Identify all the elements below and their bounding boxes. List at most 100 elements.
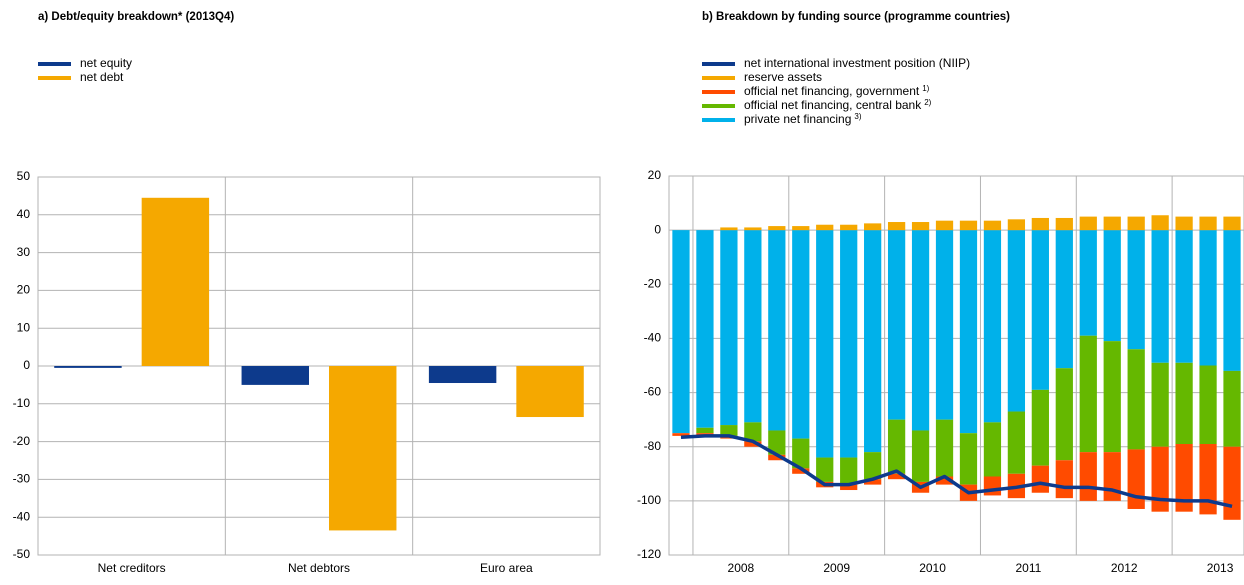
y-tick-label: -20 bbox=[13, 434, 31, 448]
y-tick-label: 50 bbox=[17, 169, 31, 183]
bar-segment bbox=[935, 220, 954, 231]
x-tick-label: 2013 bbox=[1207, 561, 1234, 575]
bar-segment bbox=[1079, 335, 1097, 453]
bar-segment bbox=[768, 230, 786, 431]
bar-segment bbox=[864, 479, 882, 485]
x-tick-label: Net creditors bbox=[98, 561, 166, 575]
bar-segment bbox=[1151, 215, 1169, 231]
bar-segment bbox=[1127, 449, 1145, 509]
bar-segment bbox=[816, 457, 834, 482]
legend-label: net debt bbox=[80, 70, 124, 84]
bar-segment bbox=[672, 433, 690, 436]
bar-segment bbox=[1223, 230, 1241, 371]
bar-segment bbox=[887, 230, 906, 420]
chart-title: a) Debt/equity breakdown* (2013Q4) bbox=[38, 11, 234, 23]
x-tick-label: 2012 bbox=[1111, 561, 1138, 575]
bar-segment bbox=[1031, 465, 1049, 493]
y-tick-label: 30 bbox=[17, 245, 31, 259]
bar-segment bbox=[672, 230, 690, 434]
bar-segment bbox=[720, 425, 738, 436]
legend-label: private net financing 3) bbox=[744, 112, 862, 126]
bar bbox=[141, 197, 210, 366]
bar-segment bbox=[1175, 362, 1193, 445]
bar-segment bbox=[1007, 411, 1026, 474]
bar-segment bbox=[816, 224, 834, 231]
y-tick-label: 0 bbox=[654, 222, 661, 236]
bar-segment bbox=[1199, 230, 1217, 366]
legend-label: net equity bbox=[80, 56, 132, 70]
bar-segment bbox=[1055, 460, 1073, 499]
bar-segment bbox=[959, 230, 978, 434]
bar-segment bbox=[768, 454, 786, 461]
y-tick-label: 20 bbox=[17, 283, 31, 297]
bar-segment bbox=[1175, 216, 1193, 231]
bar-segment bbox=[911, 222, 930, 231]
bar-segment bbox=[935, 230, 954, 420]
bar-segment bbox=[935, 419, 954, 477]
x-tick-label: 2009 bbox=[823, 561, 850, 575]
x-tick-label: 2008 bbox=[728, 561, 755, 575]
bar-segment bbox=[1031, 217, 1049, 231]
bar-segment bbox=[1151, 362, 1169, 447]
bar-segment bbox=[1103, 341, 1121, 453]
bar-segment bbox=[744, 422, 762, 442]
bar-segment bbox=[864, 223, 882, 231]
y-tick-label: -20 bbox=[644, 276, 662, 290]
bar-segment bbox=[1199, 216, 1217, 231]
bar-segment bbox=[840, 457, 858, 485]
bar-segment bbox=[959, 220, 978, 231]
bar-segment bbox=[959, 433, 978, 485]
x-tick-label: Euro area bbox=[480, 561, 533, 575]
bar-segment bbox=[792, 230, 810, 439]
bar bbox=[241, 366, 309, 385]
bar-segment bbox=[1151, 230, 1169, 363]
bar-segment bbox=[840, 484, 858, 491]
bar-segment bbox=[1223, 216, 1241, 231]
bar-segment bbox=[792, 226, 810, 231]
bar-segment bbox=[1031, 389, 1049, 466]
y-tick-label: 40 bbox=[17, 207, 31, 221]
chart-title: b) Breakdown by funding source (programm… bbox=[702, 11, 1010, 23]
bar-segment bbox=[696, 427, 714, 434]
bar-segment bbox=[1223, 446, 1241, 520]
bar bbox=[428, 366, 497, 384]
bar-segment bbox=[1055, 217, 1073, 231]
y-tick-label: -40 bbox=[13, 509, 31, 523]
x-tick-label: 2011 bbox=[1015, 561, 1041, 575]
line bbox=[680, 434, 1233, 508]
legend-label: reserve assets bbox=[744, 70, 822, 84]
bar-segment bbox=[744, 230, 762, 423]
bar-segment bbox=[1007, 230, 1026, 412]
legend-label: official net financing, central bank 2) bbox=[744, 98, 932, 112]
bar-segment bbox=[1055, 230, 1073, 369]
bar-segment bbox=[696, 230, 714, 428]
y-tick-label: -120 bbox=[637, 547, 661, 561]
bar-segment bbox=[768, 226, 786, 231]
legend-label: official net financing, government 1) bbox=[744, 84, 930, 98]
y-tick-label: -100 bbox=[637, 493, 661, 507]
y-tick-label: -60 bbox=[644, 385, 662, 399]
bar-segment bbox=[744, 441, 762, 447]
legend-label: net international investment position (N… bbox=[744, 56, 970, 70]
y-tick-label: 0 bbox=[23, 358, 30, 372]
bar-segment bbox=[887, 222, 906, 231]
bar-segment bbox=[1127, 349, 1145, 450]
legend-note: 1) bbox=[922, 84, 929, 93]
bar-segment bbox=[840, 224, 858, 231]
legend-note: 2) bbox=[924, 98, 931, 107]
bar-segment bbox=[887, 419, 906, 474]
bar-segment bbox=[768, 430, 786, 455]
bar-segment bbox=[1127, 230, 1145, 350]
bar-segment bbox=[983, 220, 1002, 231]
bar-segment bbox=[1127, 216, 1145, 231]
bar-segment bbox=[911, 430, 930, 482]
bar-segment bbox=[1079, 216, 1097, 231]
bar-segment bbox=[1175, 444, 1193, 512]
bar-segment bbox=[1175, 230, 1193, 363]
bar-segment bbox=[1007, 219, 1026, 231]
bar-segment bbox=[792, 468, 810, 474]
bar-segment bbox=[1079, 452, 1097, 501]
bar-segment bbox=[1223, 370, 1241, 447]
bar-segment bbox=[1103, 216, 1121, 231]
